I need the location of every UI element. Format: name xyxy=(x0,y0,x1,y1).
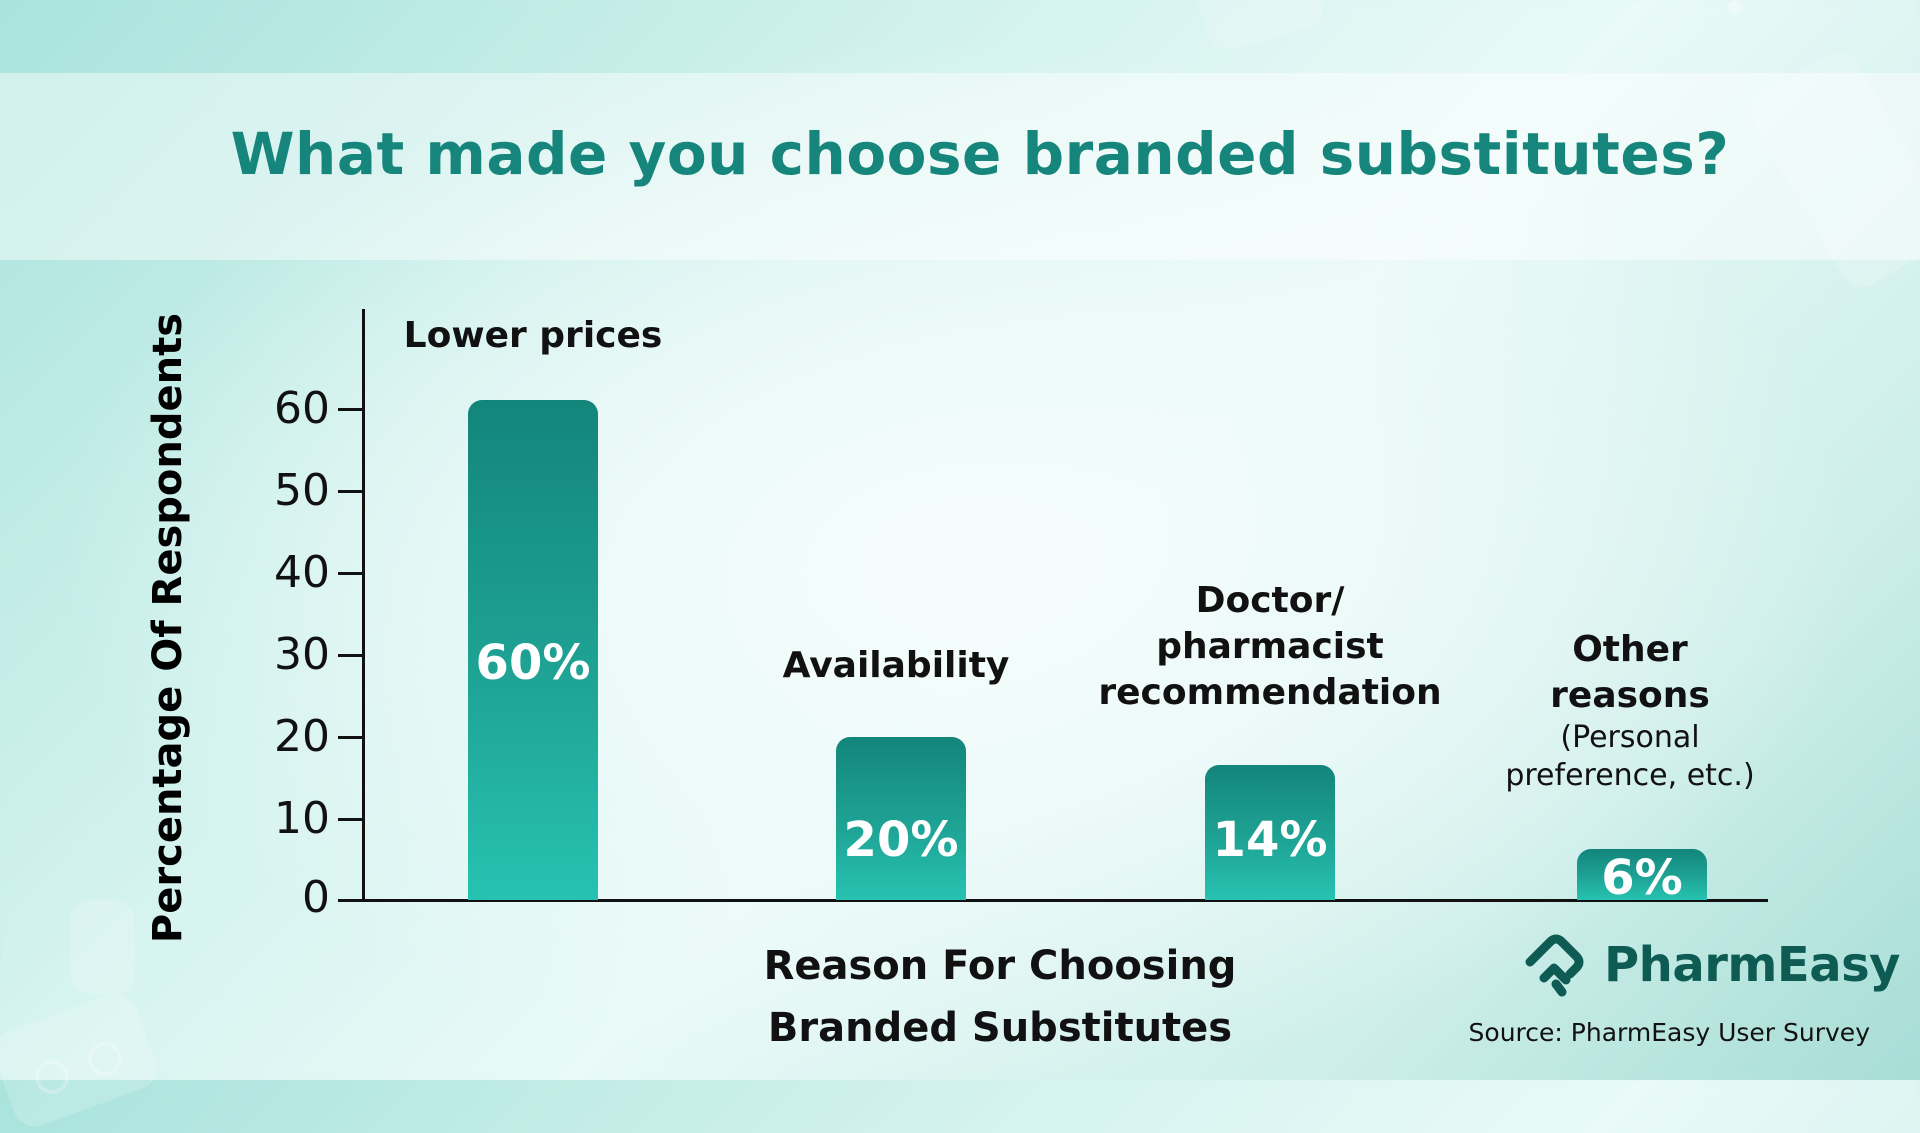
category-label-other-reasons: Other reasons (Personal preference, etc.… xyxy=(1480,627,1780,795)
y-tick xyxy=(338,818,364,821)
y-tick-label: 10 xyxy=(274,793,330,844)
category-label-line: Other xyxy=(1572,629,1688,670)
category-label-availability: Availability xyxy=(746,643,1046,689)
y-tick xyxy=(338,654,364,657)
bar-availability: 20% xyxy=(836,737,966,900)
x-axis-label-line: Reason For Choosing xyxy=(763,943,1237,989)
category-label-line: recommendation xyxy=(1098,672,1442,713)
x-axis-label: Reason For Choosing Branded Substitutes xyxy=(700,935,1300,1059)
source-note: Source: PharmEasy User Survey xyxy=(1468,1018,1870,1047)
category-sub-label: preference, etc.) xyxy=(1505,758,1755,793)
y-tick-label: 60 xyxy=(274,383,330,434)
y-tick-label: 0 xyxy=(302,872,330,923)
brand-name: PharmEasy xyxy=(1604,937,1900,993)
y-tick xyxy=(338,736,364,739)
category-label-lower-prices: Lower prices xyxy=(383,313,683,359)
pharmeasy-logo: PharmEasy xyxy=(1524,932,1900,998)
y-tick-label: 40 xyxy=(274,547,330,598)
category-label-text: Lower prices xyxy=(403,315,663,356)
bar-value-label: 20% xyxy=(843,812,959,868)
pharmeasy-logo-icon xyxy=(1525,934,1584,997)
y-tick xyxy=(338,408,364,411)
bar-value-label: 60% xyxy=(475,635,591,691)
category-label-doctor-recommendation: Doctor/ pharmacist recommendation xyxy=(1070,578,1470,716)
y-tick-label: 50 xyxy=(274,465,330,516)
bar-value-label: 6% xyxy=(1601,850,1683,906)
title-band xyxy=(0,73,1920,260)
y-tick xyxy=(338,572,364,575)
y-axis-label-text: Percentage Of Respondents xyxy=(145,312,191,944)
y-tick-label: 30 xyxy=(274,629,330,680)
y-axis-line xyxy=(362,309,365,902)
category-label-text: Availability xyxy=(782,645,1010,686)
category-label-line: Doctor/ xyxy=(1195,580,1345,621)
x-axis-label-line: Branded Substitutes xyxy=(767,1005,1233,1051)
x-axis-line xyxy=(338,899,1768,902)
chart-title: What made you choose branded substitutes… xyxy=(230,120,1730,188)
bar-other-reasons: 6% xyxy=(1577,849,1707,906)
category-label-line: pharmacist xyxy=(1156,626,1384,667)
bar-value-label: 14% xyxy=(1212,812,1328,868)
y-tick xyxy=(338,490,364,493)
category-sub-label: (Personal xyxy=(1560,720,1700,755)
y-tick-label: 20 xyxy=(274,711,330,762)
category-label-line: reasons xyxy=(1550,675,1710,716)
bar-doctor-recommendation: 14% xyxy=(1205,765,1335,900)
bar-lower-prices: 60% xyxy=(468,400,598,900)
